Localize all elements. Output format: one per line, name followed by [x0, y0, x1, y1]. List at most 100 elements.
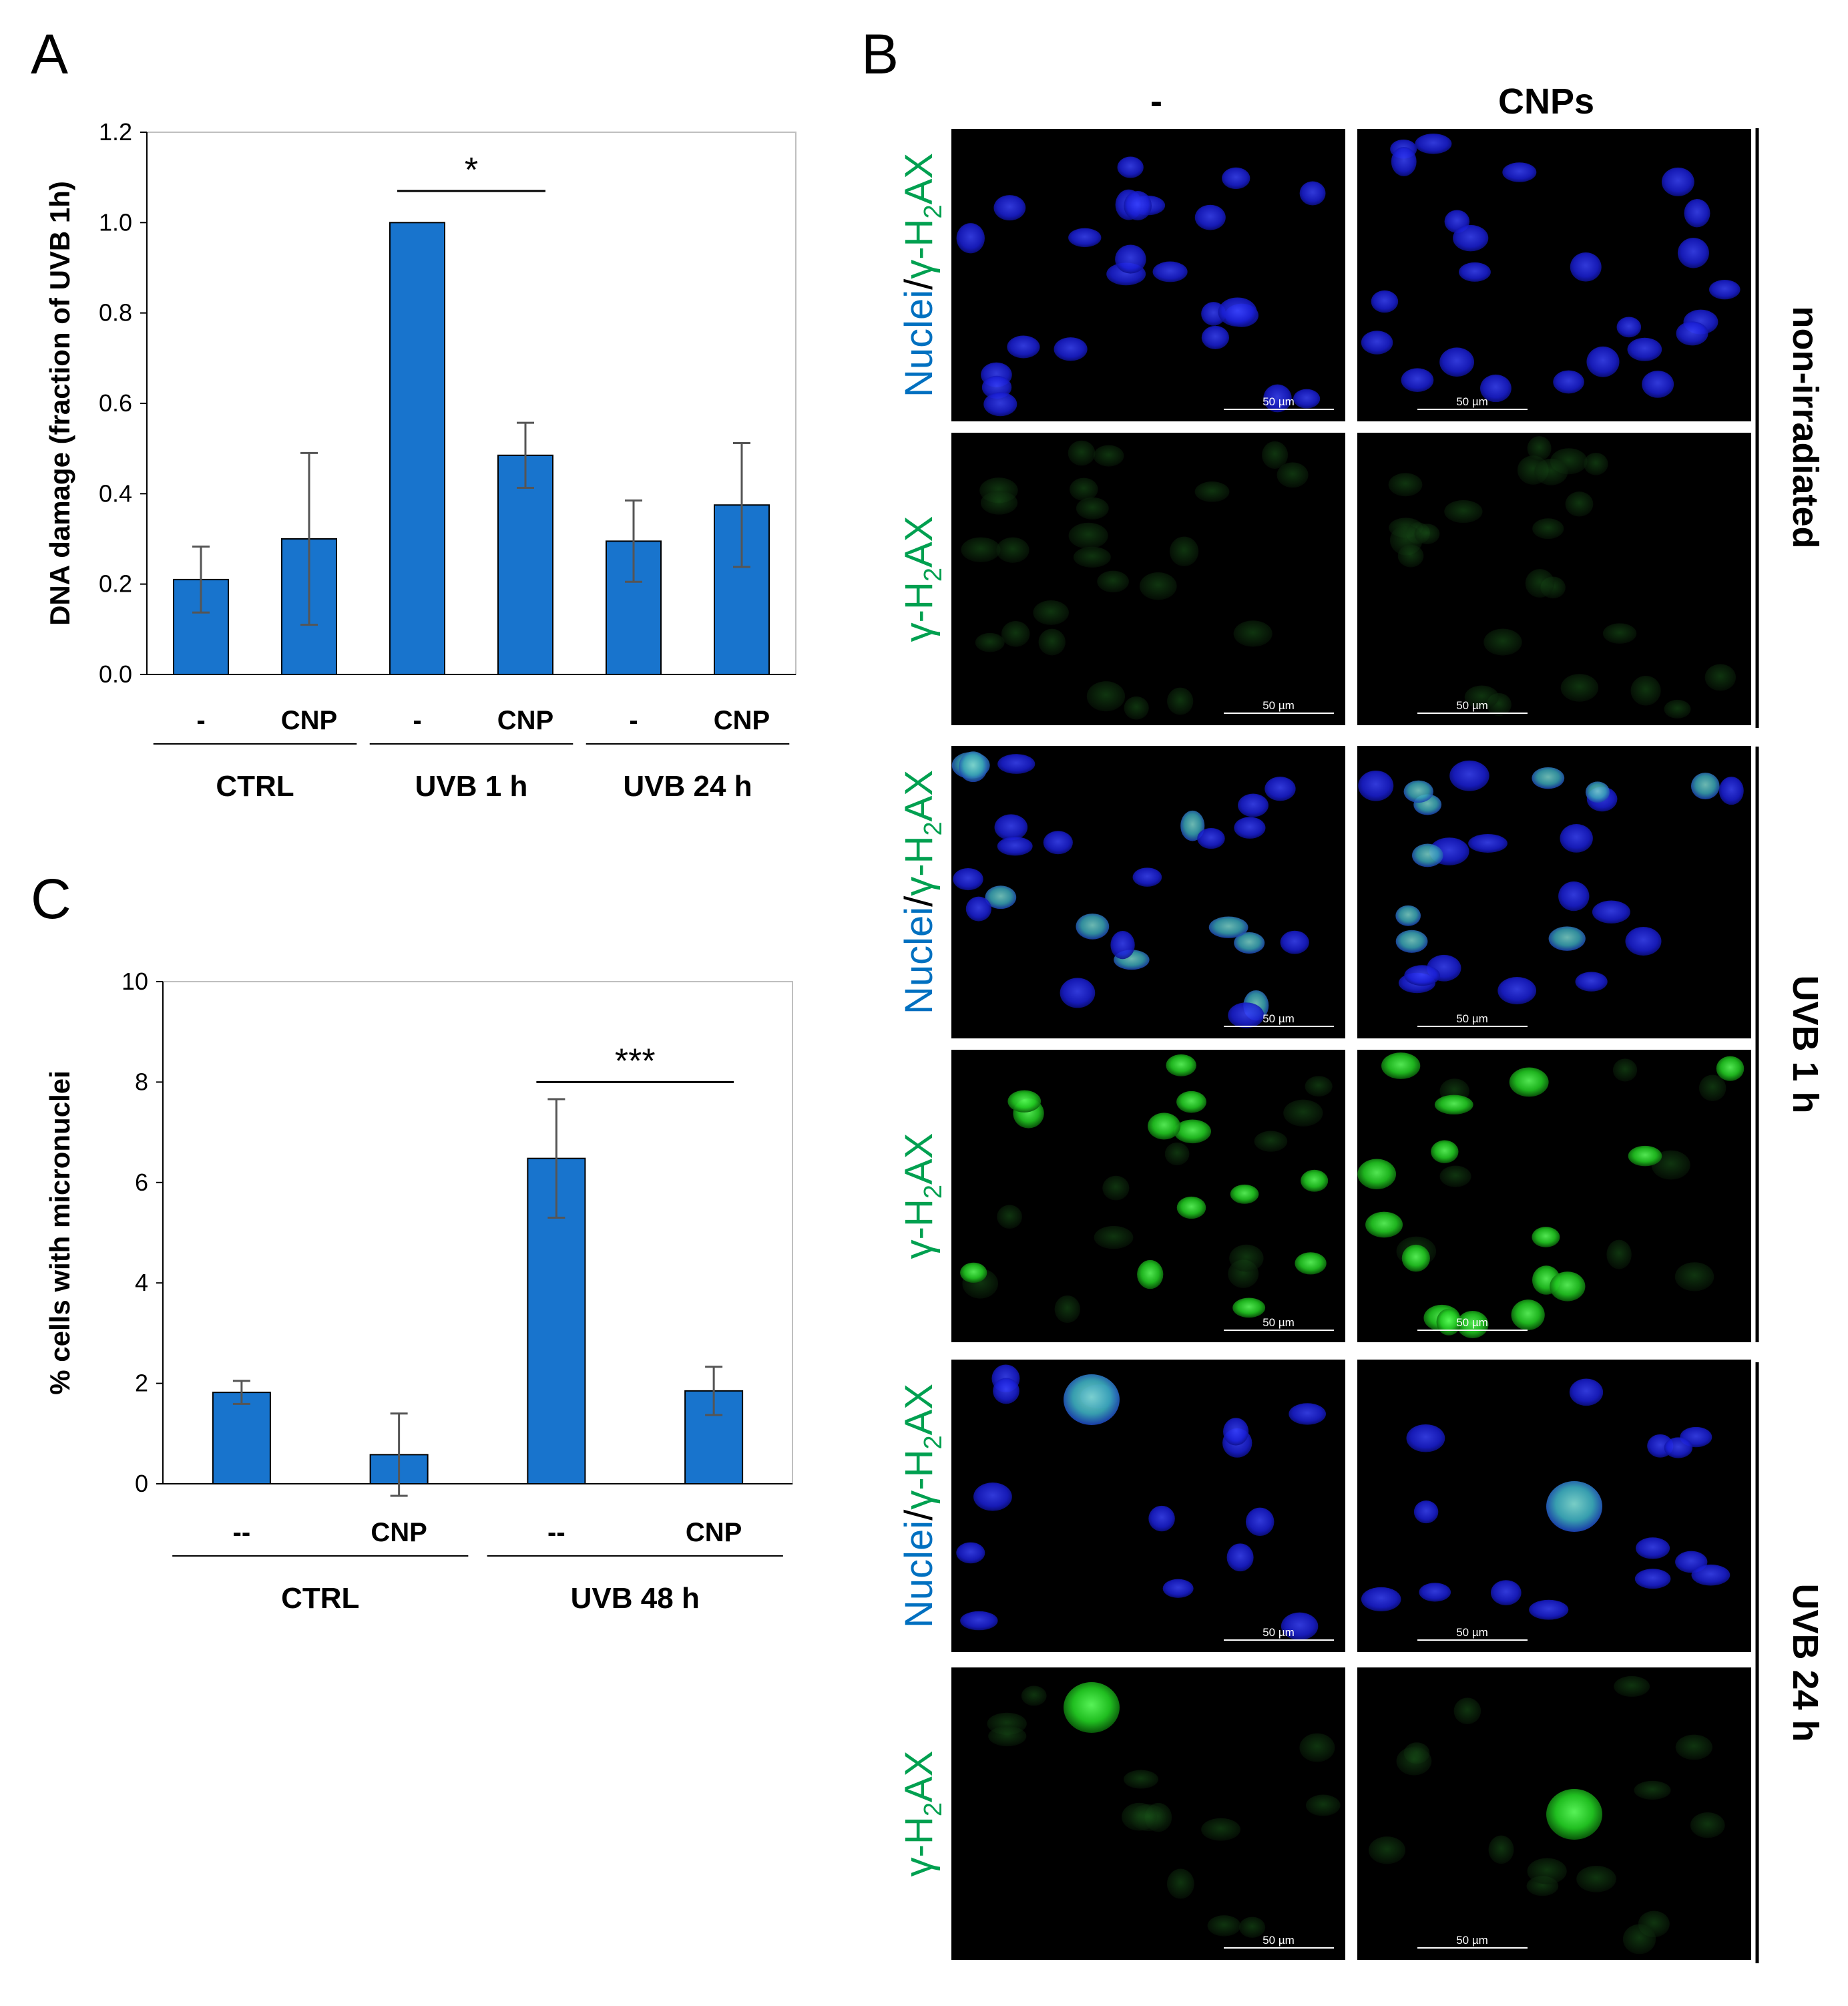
scale-bar-label: 50 µm — [1456, 1316, 1488, 1329]
category-label: -- — [233, 1518, 251, 1547]
panel-letter-b: B — [861, 23, 899, 85]
cell-nucleus — [1007, 335, 1040, 359]
cell-nucleus — [1676, 321, 1708, 346]
chart-panel-c: % cells with micronuclei 0 2 4 6 8 10 -- CNP -- C… — [44, 968, 793, 1615]
group-label: UVB 1 h — [415, 770, 528, 803]
cell-nucleus — [1548, 926, 1586, 951]
cell-nucleus — [1414, 524, 1440, 544]
category-label: - — [413, 706, 421, 735]
cell-nucleus — [1457, 1310, 1489, 1339]
y-axis-label-c: % cells with micronuclei — [44, 1070, 75, 1394]
cell-nucleus — [1123, 1770, 1158, 1789]
cell-nucleus — [1413, 1500, 1439, 1524]
cell-nucleus — [1358, 770, 1394, 801]
cell-nucleus — [1436, 1308, 1461, 1336]
scale-bar-label: 50 µm — [1262, 395, 1295, 408]
category-label: CNP — [686, 1518, 742, 1547]
cell-nucleus — [1076, 914, 1110, 940]
cell-nucleus — [953, 867, 983, 891]
category-label: - — [629, 706, 638, 735]
cell-nucleus — [1365, 1211, 1403, 1238]
channel-label-gamma-h2ax: γ-H2AX — [897, 1751, 947, 1877]
bar — [497, 454, 553, 675]
cell-nucleus — [1509, 1067, 1549, 1097]
cell-nucleus — [1585, 781, 1610, 803]
cell-nucleus — [1043, 831, 1073, 855]
cell-nucleus — [1228, 1002, 1264, 1028]
y-tick-label: 0 — [135, 1470, 148, 1497]
scale-bar-label: 50 µm — [1456, 1934, 1488, 1947]
cell-nucleus — [1575, 972, 1608, 992]
cell-nucleus — [1301, 1169, 1329, 1192]
cell-nucleus — [1586, 346, 1620, 377]
cell-nucleus — [1675, 1734, 1712, 1760]
group-label: CTRL — [281, 1582, 359, 1615]
cell-nucleus — [1628, 1145, 1662, 1167]
micrograph-image: 50 µm — [1357, 1667, 1751, 1960]
cell-nucleus — [1401, 1244, 1430, 1272]
y-tick-label: 1.2 — [99, 118, 132, 146]
cell-nucleus — [1132, 867, 1162, 887]
error-bar — [547, 1098, 565, 1219]
cell-nucleus-damaged — [1064, 1374, 1120, 1425]
cell-nucleus-damaged — [1064, 1682, 1120, 1733]
cell-nucleus — [1152, 261, 1188, 282]
cell-nucleus — [1634, 1780, 1671, 1800]
cell-nucleus — [1148, 1505, 1175, 1532]
cell-nucleus — [993, 1378, 1019, 1404]
cell-nucleus — [1068, 228, 1102, 248]
cell-nucleus — [1642, 371, 1674, 398]
cell-nucleus — [1130, 1804, 1167, 1831]
group-label: CTRL — [216, 770, 294, 803]
cell-nucleus — [1614, 1675, 1650, 1697]
cell-nucleus — [1403, 780, 1433, 803]
cell-nucleus — [956, 223, 985, 254]
scale-bar-label: 50 µm — [1262, 1626, 1295, 1639]
cell-nucleus — [1073, 546, 1111, 568]
panel-letter-c: C — [31, 867, 71, 930]
cell-nucleus — [1201, 325, 1229, 350]
cell-nucleus — [1401, 368, 1434, 392]
cell-nucleus — [1704, 664, 1737, 691]
cell-nucleus — [997, 1205, 1022, 1229]
chart-panel-a: DNA damage (fraction of UVB 1h) 0.0 0.2 0.… — [44, 118, 796, 803]
cell-nucleus — [965, 896, 991, 922]
cell-nucleus — [1305, 1076, 1333, 1096]
bar — [212, 1392, 271, 1484]
cell-nucleus — [997, 837, 1033, 856]
cell-nucleus — [1361, 331, 1393, 355]
bar — [527, 1157, 586, 1484]
cell-nucleus — [1527, 436, 1552, 461]
cell-nucleus — [1464, 685, 1499, 709]
micrograph-image: 50 µm — [1357, 433, 1751, 725]
cell-nucleus — [1529, 1599, 1569, 1620]
cell-nucleus — [1569, 1378, 1604, 1406]
column-header-control: - — [1150, 81, 1162, 122]
group-label: UVB 48 h — [571, 1582, 700, 1615]
micrograph-image: 50 µm — [951, 433, 1345, 725]
y-tick-label: 1.0 — [99, 208, 132, 236]
cell-nucleus — [1602, 623, 1637, 644]
cell-nucleus — [1007, 1090, 1042, 1113]
channel-label-gamma-h2ax: γ-H2AX — [897, 1133, 947, 1259]
cell-nucleus — [1277, 462, 1309, 488]
cell-nucleus — [1453, 1697, 1481, 1725]
cell-nucleus — [1708, 279, 1741, 300]
cell-nucleus — [1690, 1812, 1725, 1838]
cell-nucleus — [1532, 1227, 1560, 1247]
significance-label: *** — [615, 1042, 656, 1080]
scale-bar-label: 50 µm — [1456, 699, 1488, 712]
scale-bar-label: 50 µm — [1456, 395, 1488, 408]
cell-nucleus — [1164, 1142, 1190, 1166]
cell-nucleus — [1592, 900, 1630, 924]
cell-nucleus — [1565, 491, 1594, 517]
cell-nucleus — [961, 537, 1001, 562]
cell-nucleus — [1634, 1569, 1671, 1589]
scale-bar-label: 50 µm — [1456, 1012, 1488, 1025]
cell-nucleus — [1068, 522, 1108, 549]
cell-nucleus — [1627, 337, 1662, 361]
cell-nucleus — [997, 754, 1035, 774]
micrograph-image: 50 µm — [951, 1360, 1345, 1652]
cell-nucleus — [975, 632, 1005, 652]
